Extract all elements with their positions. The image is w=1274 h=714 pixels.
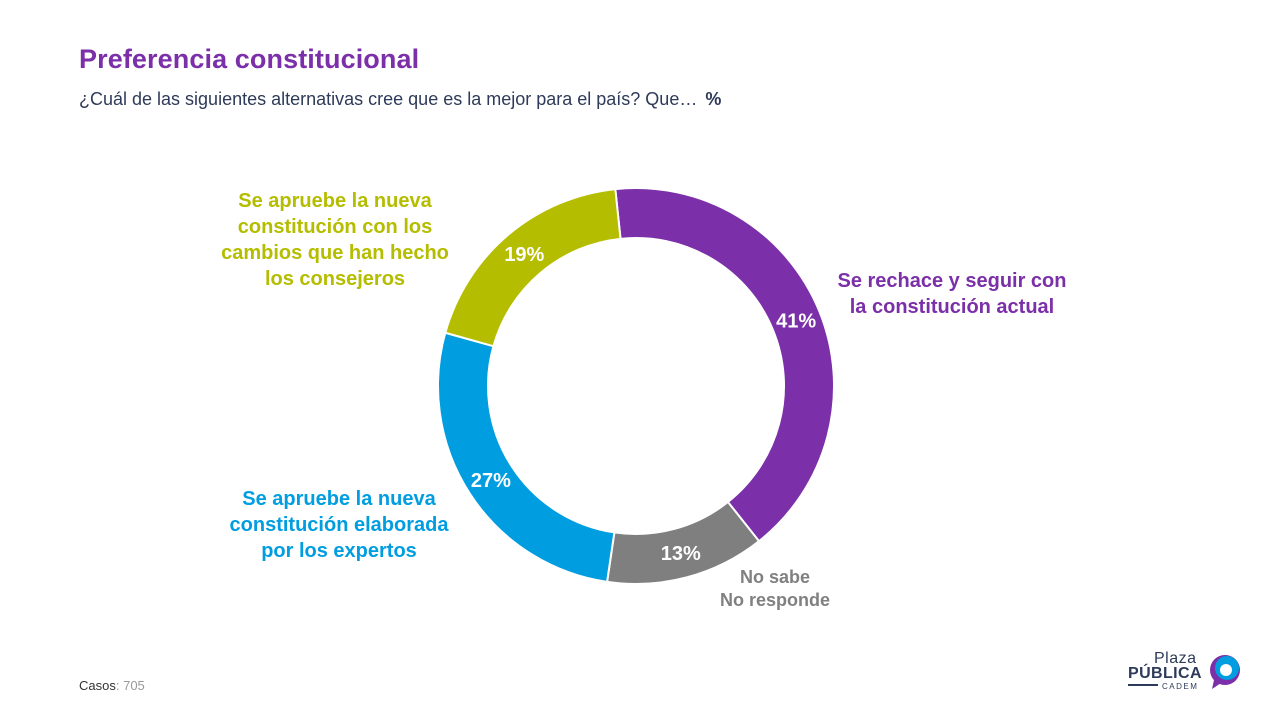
label-rechace-line-1: Se rechace y seguir con [837,270,1067,292]
unit-label: % [705,89,722,109]
page-subtitle: ¿Cuál de las siguientes alternativas cre… [79,89,721,110]
label-no-sabe-line-1: No sabe [739,567,811,587]
label-consejeros-line-1: Se apruebe la nueva [238,190,432,212]
label-expertos-line-2: constitución elaborada [229,514,449,536]
label-rechace-line-2: la constitución actual [849,296,1055,318]
label-no-sabe-line-2: No responde [719,590,830,610]
casos-value: : 705 [115,678,145,693]
label-expertos-line-1: Se apruebe la nueva [242,488,436,510]
donut-value-label-2: 13% [661,543,701,565]
label-consejeros-line-2: constitución con los [237,216,433,238]
casos-label: Casos [79,678,116,693]
donut-slice-4 [444,187,622,348]
sample-size: Casos: 705 [79,678,145,693]
label-no-sabe: No sabe No responde [690,566,860,612]
label-consejeros-line-4: los consejeros [264,268,406,290]
logo-line-3: CADEM [1162,682,1199,691]
donut-value-label-3: 27% [471,470,511,492]
logo-line-2: PÚBLICA [1128,665,1202,682]
speech-bubble-icon [1210,655,1240,689]
donut-slice-1 [614,187,835,543]
label-consejeros: Se apruebe la nueva constitución con los… [190,188,480,292]
donut-value-label-4: 19% [504,244,544,266]
logo-rule [1128,684,1158,686]
label-expertos-line-3: por los expertos [261,540,417,562]
plaza-publica-cadem-logo: Plaza PÚBLICA CADEM [1124,650,1246,694]
donut-value-label-1: 41% [776,311,816,333]
question-text: ¿Cuál de las siguientes alternativas cre… [79,89,698,109]
label-rechace: Se rechace y seguir con la constitución … [812,268,1092,320]
logo-line-1: Plaza [1154,650,1197,667]
label-consejeros-line-3: cambios que han hecho [221,242,449,264]
label-expertos: Se apruebe la nueva constitución elabora… [194,486,484,564]
page-title: Preferencia constitucional [79,44,420,74]
